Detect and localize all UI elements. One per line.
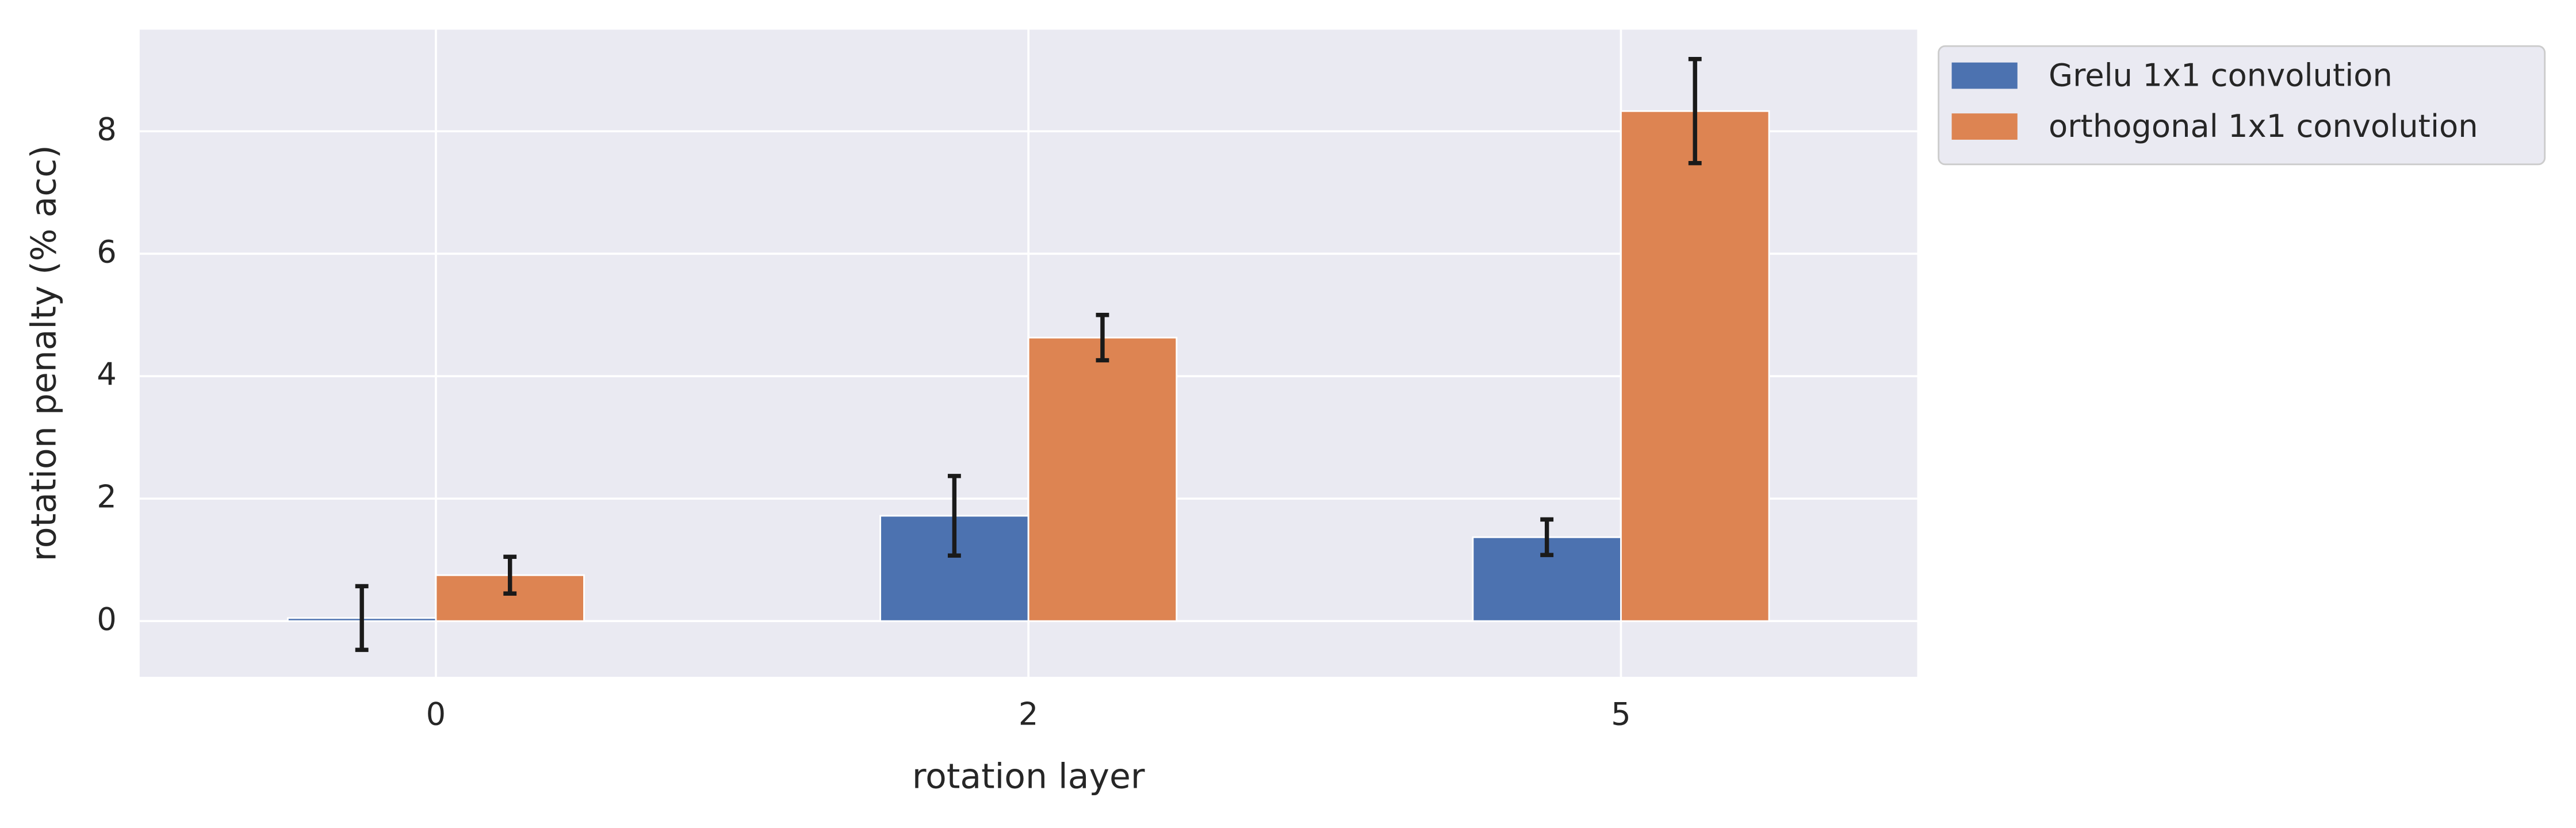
- error-bar: [1096, 313, 1109, 363]
- y-tick-label: 6: [97, 233, 117, 270]
- y-tick-label: 8: [97, 111, 117, 147]
- error-bar: [503, 554, 517, 596]
- y-tick-label: 2: [97, 478, 117, 515]
- bar: [1620, 110, 1770, 622]
- legend: Grelu 1x1 convolution orthogonal 1x1 conv…: [1938, 45, 2546, 166]
- legend-swatch: [1951, 62, 2018, 89]
- y-tick-label: 0: [97, 601, 117, 637]
- x-tick-label: 0: [426, 696, 446, 733]
- y-tick-label: 4: [97, 356, 117, 392]
- error-bar: [1540, 517, 1554, 557]
- error-bar: [947, 474, 961, 558]
- x-tick-label: 5: [1611, 696, 1631, 733]
- legend-box: [1938, 45, 2546, 166]
- legend-swatch: [1951, 113, 2018, 140]
- bar: [435, 574, 585, 622]
- x-tick-label: 2: [1019, 696, 1039, 733]
- legend-label: Grelu 1x1 convolution: [2049, 57, 2393, 94]
- bar: [1027, 336, 1178, 622]
- error-bar: [355, 584, 369, 652]
- y-axis-label: rotation penalty (% acc): [24, 145, 64, 561]
- x-axis-label: rotation layer: [912, 757, 1145, 797]
- error-bar: [1688, 56, 1702, 166]
- bars: [286, 56, 1770, 652]
- legend-label: orthogonal 1x1 convolution: [2049, 108, 2478, 144]
